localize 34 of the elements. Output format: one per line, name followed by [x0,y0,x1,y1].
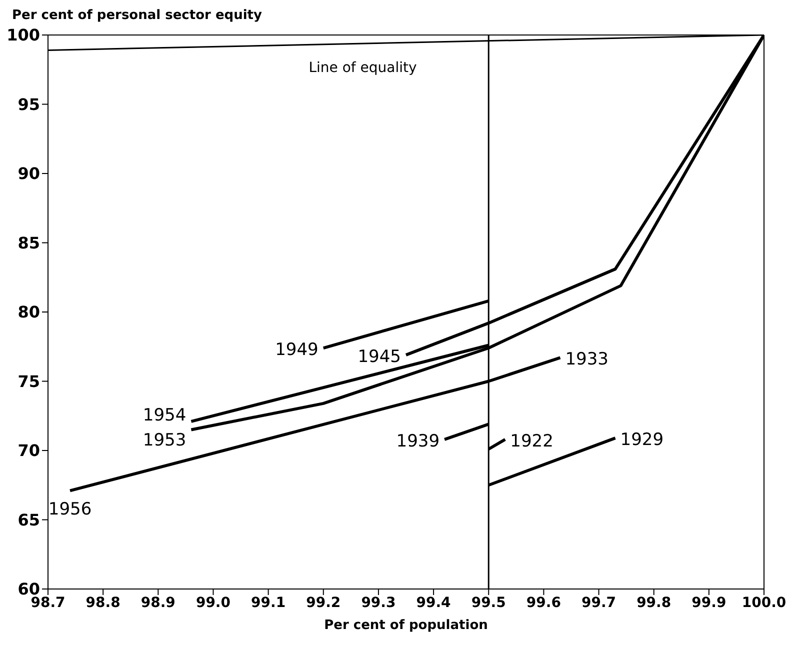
annotation: 1949 [275,340,318,360]
annotation: 1945 [358,346,401,367]
y-tick-label: 70 [18,441,40,460]
x-tick-label: 98.8 [86,594,120,611]
y-tick-label: 100 [6,26,40,45]
x-tick-label: 99.7 [581,594,616,611]
annotation: 1939 [396,431,440,452]
y-tick-label: 95 [18,94,40,114]
y-axis-title: Per cent of personal sector equity [12,8,263,24]
x-tick-label: 99.9 [692,594,726,611]
x-tick-label: 99.1 [251,594,286,611]
annotation: 1922 [510,431,554,452]
x-tick-label: 99.6 [526,594,561,611]
x-tick-label: 99.4 [416,594,452,611]
series-label: Line of equality [308,60,417,76]
x-tick-label: 99.2 [306,594,341,611]
annotation: 1954 [142,405,186,426]
x-tick-label: 100.0 [742,594,786,611]
x-axis-title: Per cent of population [324,618,488,633]
x-tick-label: 99.8 [636,594,672,611]
y-tick-label: 80 [18,302,40,322]
y-tick-label: 65 [18,510,40,530]
x-tick-label: 98.7 [30,594,66,611]
annotation: 1956 [48,500,92,520]
annotation: 1929 [620,430,664,450]
x-tick-label: 99.5 [471,594,506,611]
annotation: 1933 [565,350,608,370]
y-tick-label: 90 [18,164,40,184]
y-tick-label: 85 [18,233,40,252]
annotation: 1953 [142,430,186,451]
x-tick-label: 98.9 [140,594,176,611]
y-tick-label: 75 [18,372,40,391]
x-tick-label: 99.3 [361,594,396,611]
x-tick-label: 99.0 [196,594,231,611]
